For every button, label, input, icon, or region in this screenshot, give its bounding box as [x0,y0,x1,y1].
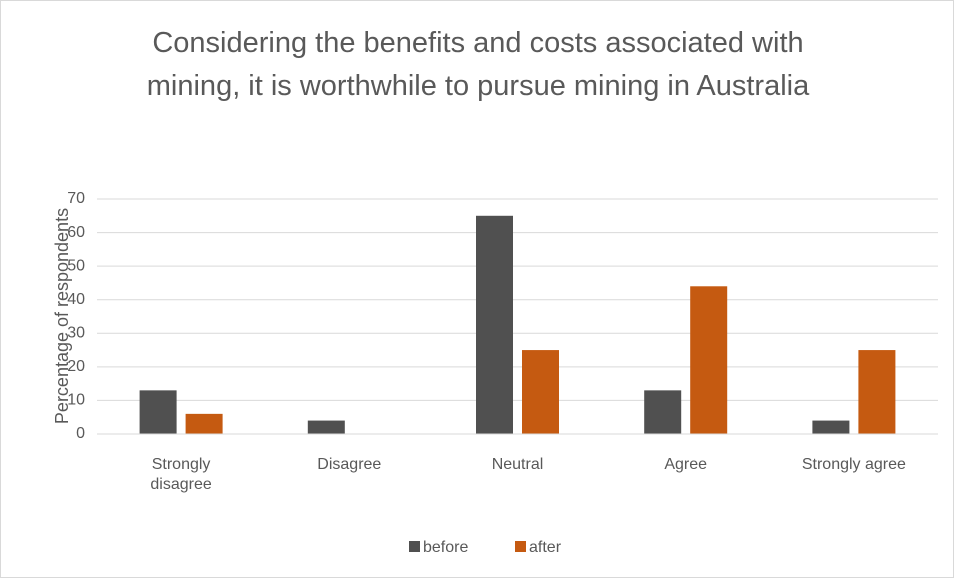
bar [476,215,513,434]
bar [812,420,850,434]
x-tick-label: Strongly agree [801,456,906,473]
bar [139,390,177,434]
bar [185,413,223,434]
bar [307,420,345,434]
x-tick-label: Strongly disagree [150,456,212,493]
x-tick-label: Agree [664,456,708,473]
x-tick-label: Neutral [491,456,544,473]
chart-title: Considering the benefits and costs assoc… [146,27,810,102]
legend-label: after [529,539,562,556]
legend-label: before [423,539,468,556]
y-tick-label: 0 [76,425,85,442]
y-tick-label: 70 [67,190,85,207]
y-tick-label: 30 [67,325,85,342]
x-tick-label: Disagree [317,456,382,473]
y-tick-label: 60 [67,224,85,241]
y-tick-label: 10 [67,392,85,409]
y-tick-label: 50 [67,257,85,274]
legend-swatch [515,541,526,552]
y-tick-label: 20 [67,358,85,375]
bar [522,350,559,434]
bar [644,390,682,434]
bar [858,350,896,434]
y-tick-label: 40 [67,291,85,308]
legend-swatch [409,541,420,552]
bar [690,286,728,434]
